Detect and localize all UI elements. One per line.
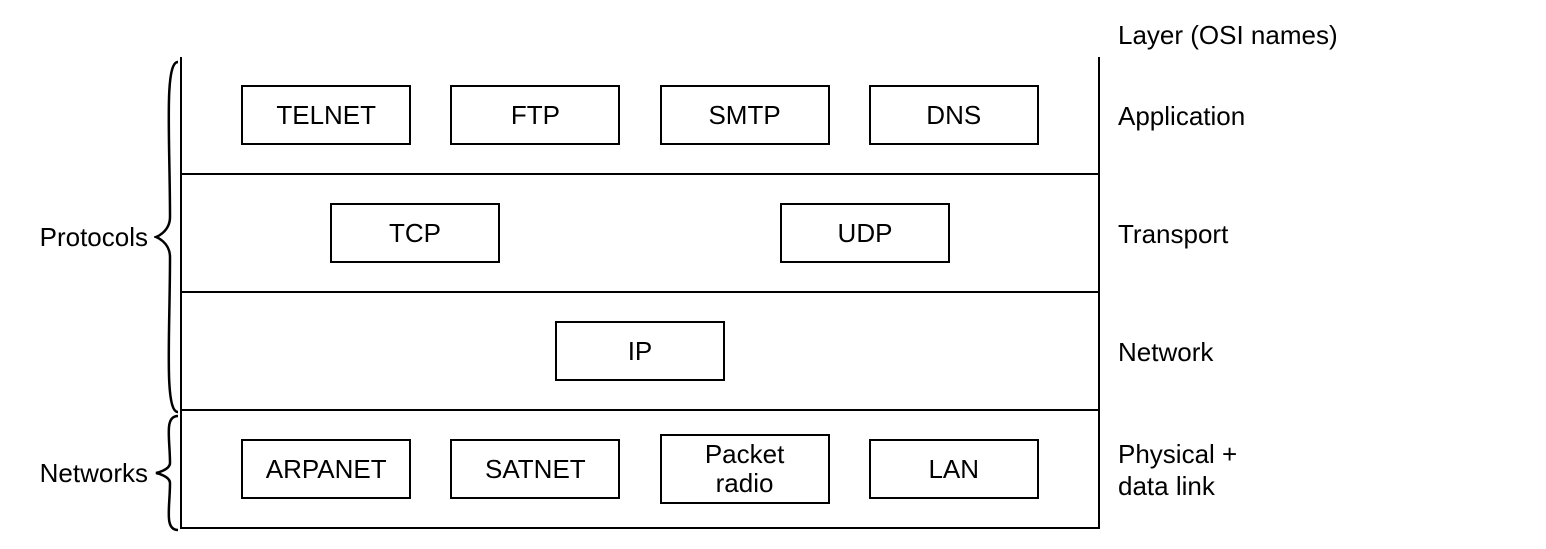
osi-label-network: Network [1100, 293, 1360, 411]
protocol-box-lan: LAN [869, 439, 1039, 499]
left-group-protocols: Protocols [40, 60, 180, 414]
protocol-box-dns: DNS [869, 85, 1039, 145]
layer-row-physical: ARPANET SATNET Packetradio LAN Physical … [180, 411, 1400, 529]
column-header-osi: Layer (OSI names) [1100, 20, 1400, 57]
protocol-box-ftp: FTP [450, 85, 620, 145]
protocol-box-arpanet: ARPANET [241, 439, 411, 499]
brace-icon [154, 60, 180, 414]
tcp-ip-layer-diagram: Protocols Networks Layer (OSI names) TEL… [30, 20, 1516, 529]
layer-cell: IP [180, 293, 1100, 411]
protocol-box-tcp: TCP [330, 203, 500, 263]
osi-label-application: Application [1100, 57, 1360, 175]
protocol-box-smtp: SMTP [660, 85, 830, 145]
brace-icon [154, 414, 180, 532]
layer-row-transport: TCP UDP Transport [180, 175, 1400, 293]
protocol-box-satnet: SATNET [450, 439, 620, 499]
layer-stack: Layer (OSI names) TELNET FTP SMTP DNS Ap… [180, 20, 1400, 529]
layer-cell: TCP UDP [180, 175, 1100, 293]
protocol-box-telnet: TELNET [241, 85, 411, 145]
protocol-box-ip: IP [555, 321, 725, 381]
left-label-protocols: Protocols [40, 222, 154, 253]
layer-row-application: TELNET FTP SMTP DNS Application [180, 57, 1400, 175]
left-label-networks: Networks [40, 458, 154, 489]
layer-cell: ARPANET SATNET Packetradio LAN [180, 411, 1100, 529]
protocol-box-packet-radio: Packetradio [660, 434, 830, 504]
osi-label-transport: Transport [1100, 175, 1360, 293]
left-brace-labels: Protocols Networks [30, 20, 180, 529]
left-group-networks: Networks [40, 414, 180, 532]
layer-cell: TELNET FTP SMTP DNS [180, 57, 1100, 175]
osi-label-physical: Physical +data link [1100, 411, 1360, 529]
protocol-box-udp: UDP [780, 203, 950, 263]
layer-row-network: IP Network [180, 293, 1400, 411]
header-row: Layer (OSI names) [180, 20, 1400, 57]
